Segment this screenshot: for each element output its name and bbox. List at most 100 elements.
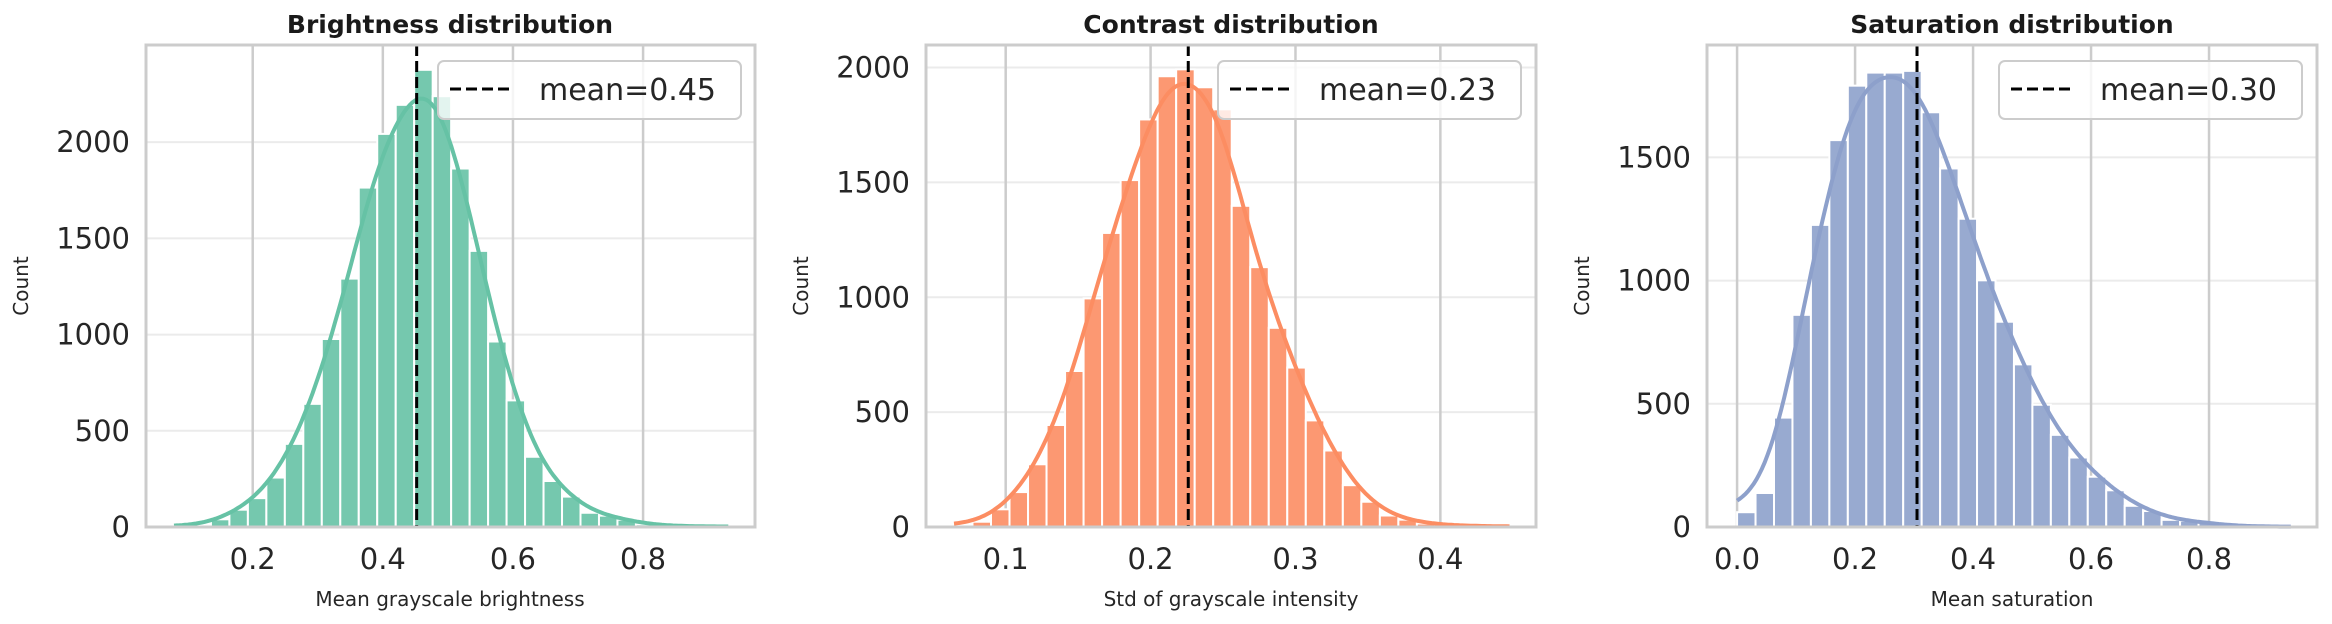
plot-area xyxy=(1705,43,2319,529)
brightness-panel: Brightness distribution Mean grayscale b… xyxy=(9,10,757,611)
histogram-bar xyxy=(320,338,342,528)
histogram-bar xyxy=(339,277,360,528)
histogram-bar xyxy=(376,132,397,528)
y-tick-label: 1000 xyxy=(1617,264,1691,298)
y-tick-label: 500 xyxy=(855,395,910,429)
histogram-bar xyxy=(542,480,564,529)
plot-area xyxy=(924,43,1538,529)
histogram-bar xyxy=(505,399,527,528)
y-tick-label: 2000 xyxy=(836,51,910,85)
y-tick-label: 0 xyxy=(112,510,130,544)
histogram-bar xyxy=(283,442,305,528)
chart-title: Saturation distribution xyxy=(1850,10,2173,39)
axes-frame xyxy=(924,43,1538,529)
y-axis-label: Count xyxy=(1570,256,1594,316)
y-tick-label: 500 xyxy=(75,414,130,448)
y-tick-label: 1000 xyxy=(836,280,910,314)
histogram-bar xyxy=(1138,118,1159,528)
legend-label: mean=0.30 xyxy=(2100,73,2277,108)
x-tick-label: 0.2 xyxy=(1128,542,1174,576)
histogram-bar xyxy=(1064,370,1085,528)
histogram-bar xyxy=(2123,504,2145,528)
x-axis-label: Std of grayscale intensity xyxy=(1104,587,1359,611)
histogram-bar xyxy=(2068,456,2089,529)
histogram-bar xyxy=(1230,204,1252,528)
saturation-panel: Saturation distribution Mean saturation … xyxy=(1570,10,2319,611)
histogram-bar xyxy=(265,476,286,529)
histogram-bar xyxy=(1193,86,1215,528)
x-tick-label: 0.2 xyxy=(1832,542,1878,576)
x-tick-label: 0.4 xyxy=(1950,542,1996,576)
histogram-bar xyxy=(1883,71,1905,528)
histogram-bar xyxy=(1045,423,1067,529)
histogram-bar xyxy=(1249,266,1270,528)
histogram-bar xyxy=(1008,491,1030,529)
chart-title: Brightness distribution xyxy=(287,10,613,39)
histogram-bar xyxy=(450,167,471,528)
x-tick-label: 0.6 xyxy=(490,542,536,576)
histogram-bar xyxy=(1865,71,1886,528)
legend xyxy=(437,60,742,120)
histogram-bar xyxy=(524,455,545,528)
plot-area xyxy=(144,43,757,529)
legend xyxy=(1998,60,2303,120)
histogram-bar xyxy=(1101,231,1122,529)
axes-frame xyxy=(144,43,757,529)
histogram-bar xyxy=(1828,139,1849,528)
x-tick-label: 0.8 xyxy=(620,542,666,576)
axes-frame xyxy=(1705,43,2319,529)
y-tick-label: 0 xyxy=(892,510,910,544)
histogram-bar xyxy=(1939,167,1960,528)
histogram-bar xyxy=(1957,217,1979,528)
y-tick-label: 1500 xyxy=(56,221,130,255)
histogram-bar xyxy=(394,103,416,528)
histogram-bar xyxy=(1119,179,1141,528)
histogram-bar xyxy=(1175,68,1196,528)
histogram-bar xyxy=(302,402,323,528)
histogram-bar xyxy=(579,511,600,529)
x-tick-label: 0.6 xyxy=(2068,542,2114,576)
x-axis-label: Mean saturation xyxy=(1931,587,2094,611)
histogram-bar xyxy=(1846,84,1868,528)
histogram-bar xyxy=(1304,419,1326,528)
histogram-bar xyxy=(1736,511,1757,528)
histogram-bar xyxy=(1976,279,1997,528)
x-tick-label: 0.0 xyxy=(1714,542,1760,576)
histogram-bar xyxy=(1754,491,1776,528)
x-tick-label: 0.4 xyxy=(360,542,406,576)
histogram-bar xyxy=(1156,75,1178,528)
histogram-bar xyxy=(357,186,379,528)
legend-box xyxy=(1998,60,2303,120)
y-tick-label: 2000 xyxy=(56,125,130,159)
histogram-bar xyxy=(1994,320,2015,528)
y-axis-label: Count xyxy=(789,256,813,316)
histogram-bar xyxy=(1902,69,1923,528)
histogram-bar xyxy=(1267,326,1289,528)
histogram-bar xyxy=(1809,223,1831,529)
y-tick-label: 1000 xyxy=(56,318,130,352)
y-tick-label: 1500 xyxy=(1617,140,1691,174)
histogram-bar xyxy=(2049,433,2071,528)
legend-label: mean=0.23 xyxy=(1319,73,1496,108)
x-axis-label: Mean grayscale brightness xyxy=(315,587,584,611)
legend-label: mean=0.45 xyxy=(539,73,716,108)
legend xyxy=(1217,60,1522,120)
histogram-bar xyxy=(2012,363,2034,528)
histogram-bar xyxy=(2031,403,2052,528)
kde-curve xyxy=(1735,75,2291,529)
contrast-panel: Contrast distribution Std of grayscale i… xyxy=(789,10,1538,611)
histogram-bar xyxy=(413,68,434,528)
histogram-bar xyxy=(1378,514,1400,529)
histogram-bar xyxy=(468,249,490,528)
legend-box xyxy=(437,60,742,120)
kde-curve xyxy=(953,81,1510,529)
kde-curve xyxy=(173,96,729,529)
x-tick-label: 0.3 xyxy=(1272,542,1318,576)
histogram-bar xyxy=(431,95,453,528)
y-tick-label: 500 xyxy=(1636,387,1691,421)
histogram-bar xyxy=(246,497,268,529)
chart-title: Contrast distribution xyxy=(1083,10,1378,39)
histogram-bar xyxy=(1082,297,1104,528)
x-tick-label: 0.1 xyxy=(983,542,1029,576)
